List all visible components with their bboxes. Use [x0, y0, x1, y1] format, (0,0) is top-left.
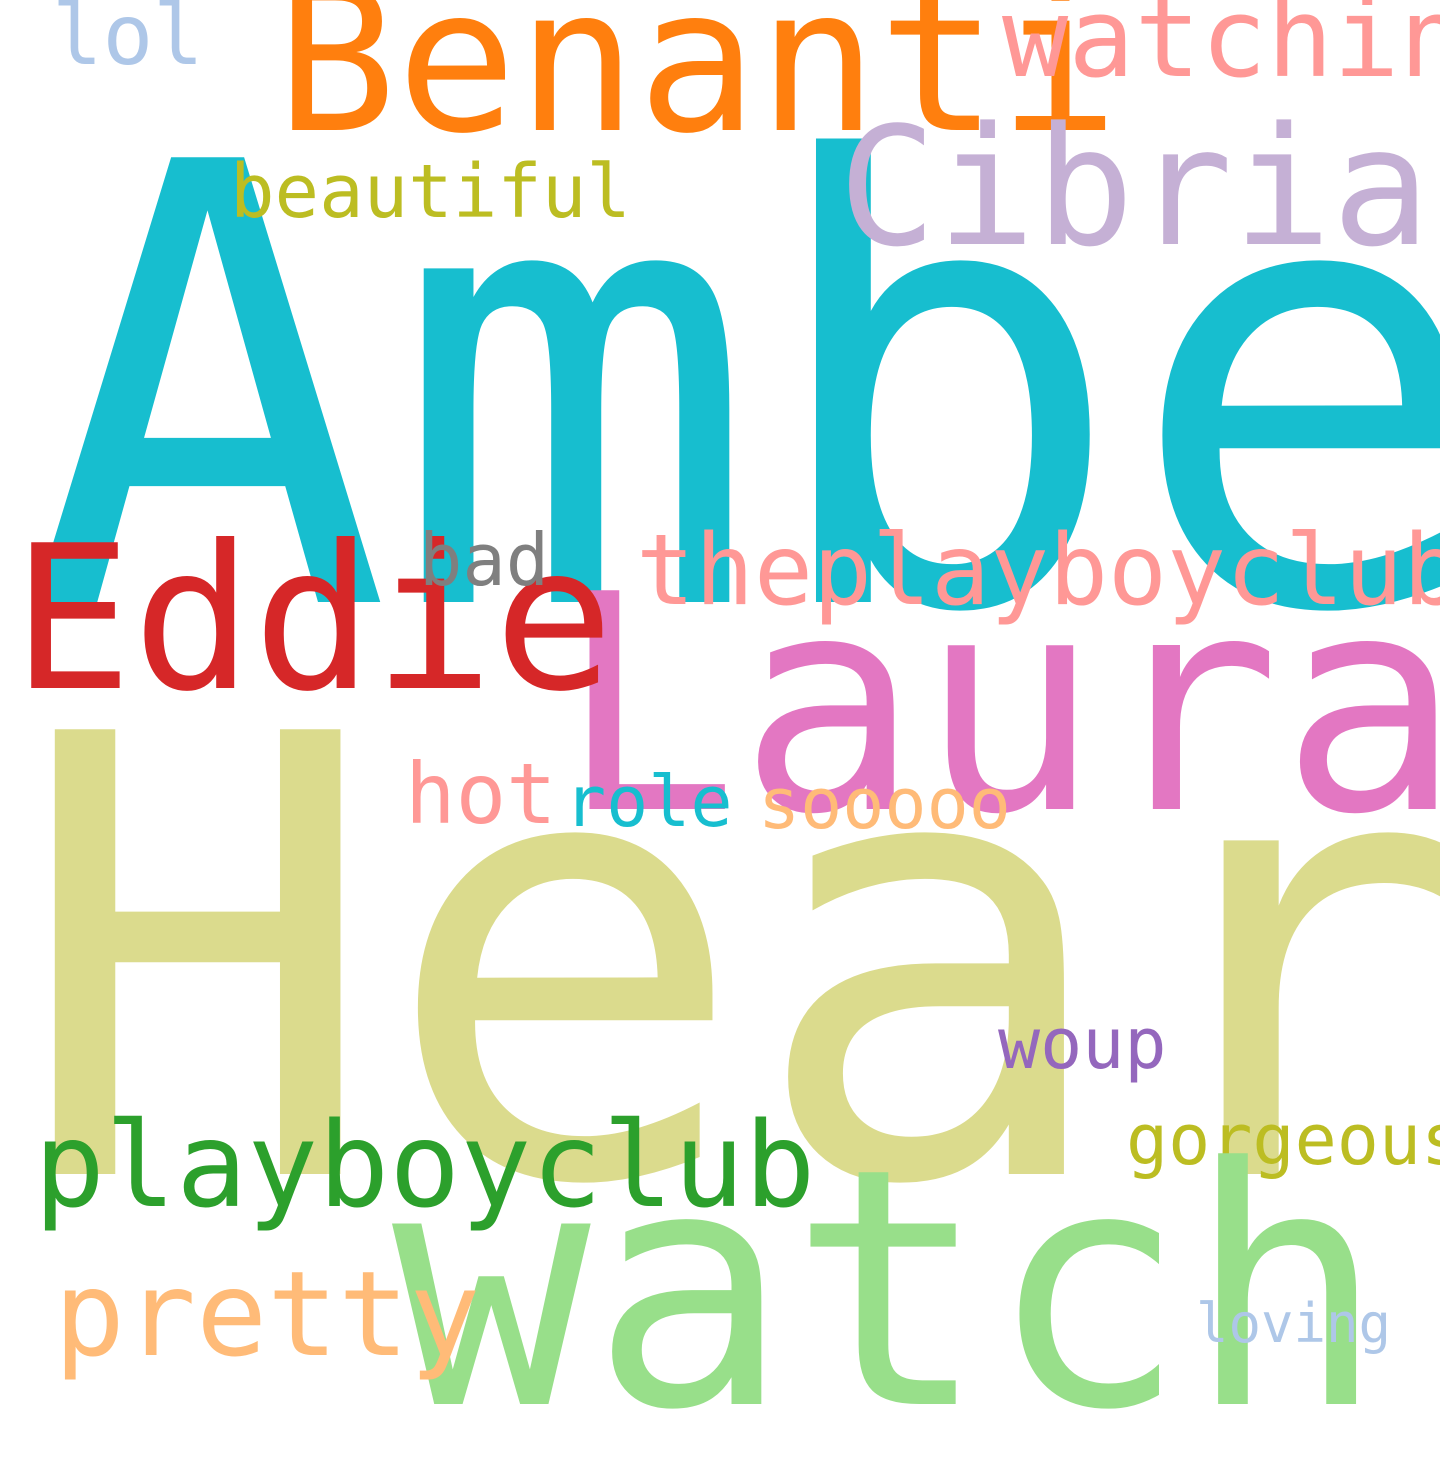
word-theplayboyclub: theplayboyclub — [636, 514, 1440, 628]
word-heard: Heard — [14, 608, 1440, 1318]
word-woup: woup — [998, 1003, 1167, 1085]
word-playboyclub: playboyclub — [34, 1096, 816, 1234]
word-cloud: Amber Heard Laura Benanti Cibrian watchi… — [12, 0, 1440, 1455]
word-lol: lol — [52, 0, 204, 84]
word-watch: watch — [392, 1098, 1386, 1482]
word-pretty: pretty — [54, 1245, 481, 1383]
word-role: role — [564, 761, 733, 843]
word-eddie: Eddie — [12, 503, 615, 736]
word-loving: loving — [1196, 1292, 1392, 1355]
word-bad: bad — [419, 518, 550, 602]
word-hot: hot — [405, 745, 557, 843]
word-amber: Amber — [24, 36, 1440, 746]
word-sooooo: sooooo — [758, 763, 1011, 845]
word-beautiful: beautiful — [230, 149, 631, 235]
word-benanti: Benanti — [276, 0, 1119, 178]
word-gorgeous: gorgeous — [1126, 1099, 1440, 1181]
word-watching: watching — [1002, 0, 1440, 102]
word-cibrian: Cibrian — [838, 92, 1440, 283]
word-laura: Laura — [558, 531, 1440, 880]
